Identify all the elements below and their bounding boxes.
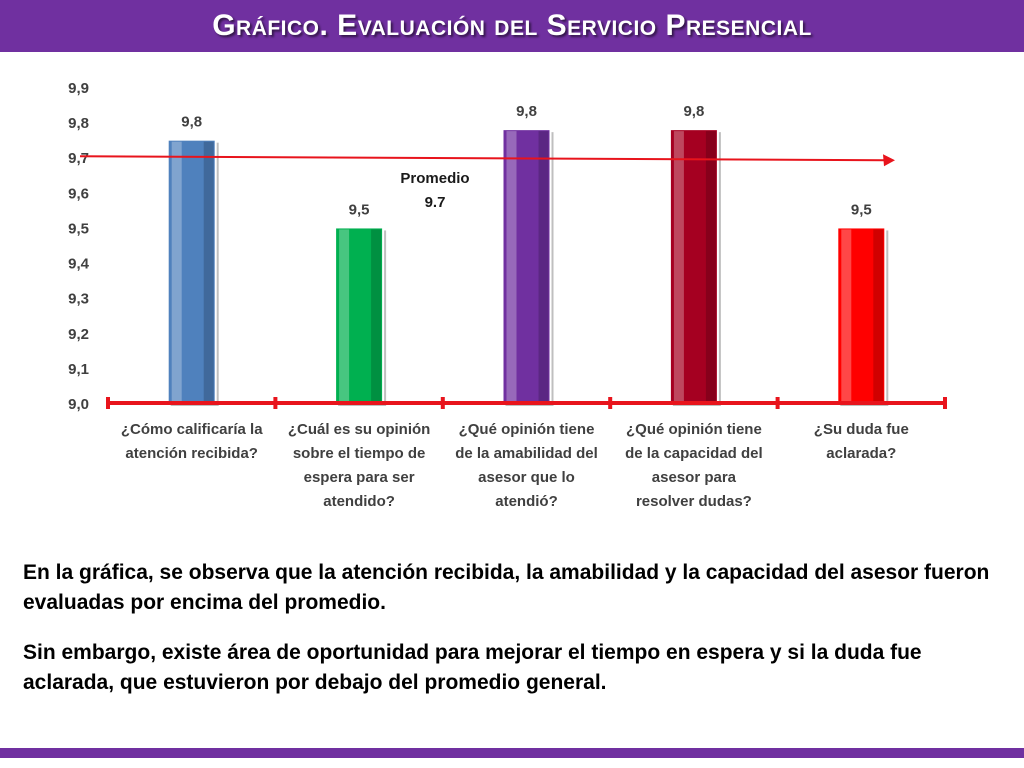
y-tick-label: 9,6 <box>68 185 89 202</box>
bar-shade <box>705 131 716 403</box>
y-tick-label: 9,4 <box>68 256 90 273</box>
bar-shade <box>371 229 382 403</box>
y-tick-label: 9,9 <box>68 80 89 97</box>
y-tick-label: 9,1 <box>68 361 89 378</box>
y-tick-label: 9,7 <box>68 150 89 167</box>
average-arrowhead <box>883 154 895 167</box>
y-tick-label: 9,2 <box>68 326 89 343</box>
x-tick-label: ¿Qué opinión tiene de la amabilidad del as… <box>455 421 598 510</box>
bar-highlight <box>339 229 350 403</box>
x-tick-label: ¿Cómo calificaría la atención recibida? <box>121 421 263 462</box>
average-line <box>79 155 886 162</box>
y-tick-label: 9,3 <box>68 291 89 308</box>
bar-highlight <box>171 141 182 403</box>
title-bar: Gráfico. Evaluación del Servicio Presenc… <box>0 0 1024 52</box>
bar-shade <box>203 141 214 403</box>
summary-paragraph-1: En la gráfica, se observa que la atenció… <box>23 561 990 614</box>
bar-shade <box>538 131 549 403</box>
bar-highlight <box>673 131 684 403</box>
summary-text: En la gráfica, se observa que la atenció… <box>23 558 998 718</box>
data-label: 9,8 <box>516 103 537 120</box>
x-tick-label: ¿Qué opinión tiene de la capacidad del ase… <box>625 421 763 510</box>
bar-highlight <box>506 131 517 403</box>
bar <box>166 138 217 405</box>
data-label: 9,8 <box>181 114 202 131</box>
y-tick-label: 9,0 <box>68 396 89 413</box>
bar <box>334 226 385 404</box>
x-tick-label: ¿Cuál es su opinión sobre el tiempo de esp… <box>288 421 431 510</box>
x-tick-label: ¿Su duda fue aclarada? <box>814 421 909 462</box>
average-label: Promedio 9.7 <box>400 170 469 211</box>
bar-highlight <box>841 229 852 403</box>
page-title: Gráfico. Evaluación del Servicio Presenc… <box>212 9 812 42</box>
footer-bar <box>0 748 1024 758</box>
data-label: 9,5 <box>349 201 370 218</box>
bar-shade <box>873 229 884 403</box>
bar <box>668 128 719 404</box>
y-tick-label: 9,8 <box>68 115 89 132</box>
data-label: 9,8 <box>683 103 704 120</box>
y-tick-label: 9,5 <box>68 220 89 237</box>
bar-chart: 9,0 9,1 9,2 9,3 9,4 9,5 9,6 9,7 9,8 9,9 9,8 9,5 9,8 9… <box>68 80 947 510</box>
summary-paragraph-2: Sin embargo, existe área de oportunidad … <box>23 641 922 694</box>
data-label: 9,5 <box>851 201 872 218</box>
